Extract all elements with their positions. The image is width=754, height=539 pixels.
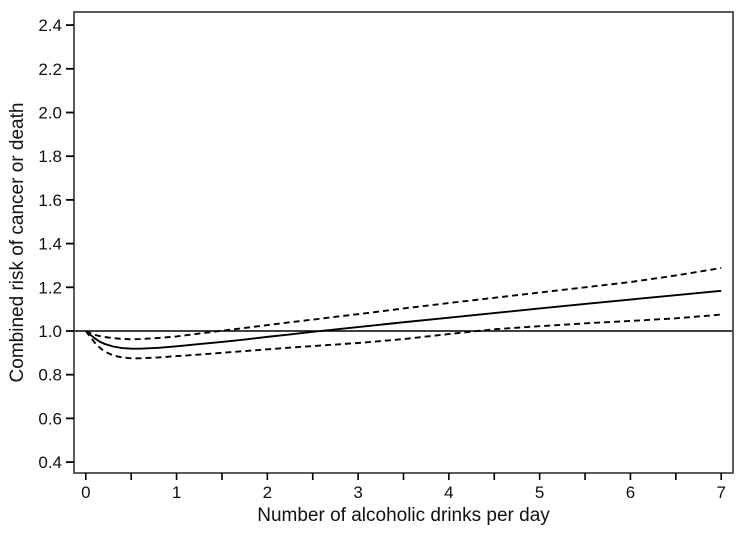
series-upper-confidence-limit [85, 267, 722, 341]
x-tick-label: 2 [263, 483, 272, 502]
y-tick-label: 2.2 [38, 60, 62, 79]
series-lower-confidence-limit [85, 313, 722, 360]
y-tick-label: 1.0 [38, 322, 62, 341]
series-risk-estimate [85, 289, 722, 350]
x-axis-title: Number of alcoholic drinks per day [257, 505, 550, 526]
y-tick-label: 0.4 [38, 453, 62, 472]
y-axis-title: Combined risk of cancer or death [7, 103, 28, 383]
y-tick-label: 2.4 [38, 16, 62, 35]
y-tick-label: 0.6 [38, 409, 62, 428]
y-tick-label: 1.6 [38, 191, 62, 210]
plot-area: 0 1 2 3 4 5 6 7 0.4 0.6 0.8 1.0 1.2 1.4 1.6 1.8 2.0 2.2 2.… [38, 11, 734, 502]
x-tick-label: 4 [444, 483, 453, 502]
plot-frame [73, 11, 734, 474]
y-tick-label: 0.8 [38, 366, 62, 385]
x-tick-label: 3 [353, 483, 362, 502]
y-tick-label: 1.8 [38, 147, 62, 166]
x-tick-label: 0 [81, 483, 90, 502]
x-tick-label: 6 [626, 483, 635, 502]
y-tick-label: 1.4 [38, 235, 62, 254]
y-tick-label: 2.0 [38, 104, 62, 123]
x-tick-label: 5 [535, 483, 544, 502]
x-tick-label: 7 [716, 483, 725, 502]
x-tick-label: 1 [172, 483, 181, 502]
y-tick-label: 1.2 [38, 278, 62, 297]
